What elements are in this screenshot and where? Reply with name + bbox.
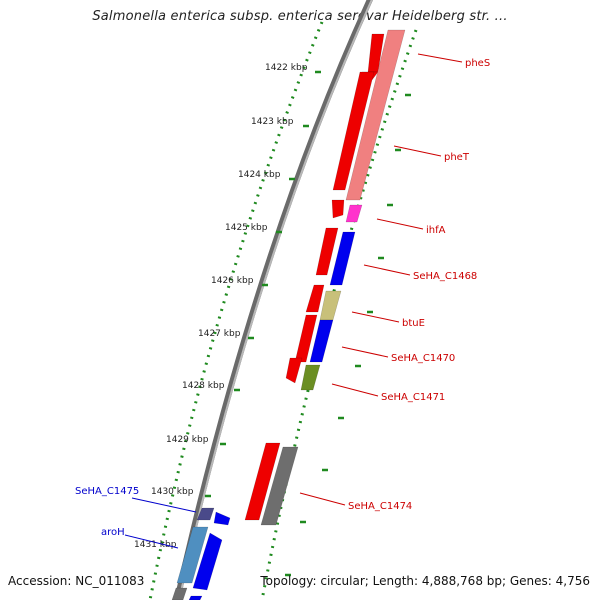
tick-ring-inner xyxy=(260,29,418,600)
tick-label: 1425 kbp xyxy=(225,223,268,233)
gene-label[interactable]: aroH xyxy=(101,527,125,538)
gene-label[interactable]: SeHA_C1474 xyxy=(348,501,412,512)
genome-summary-label: Topology: circular; Length: 4,888,768 bp… xyxy=(260,574,590,588)
gene-partial-bottom-2 xyxy=(188,595,203,600)
gene-label[interactable]: SeHA_C1470 xyxy=(391,353,455,364)
gene-seha-c1475-arrow xyxy=(213,511,231,526)
gene-aroh xyxy=(176,526,209,584)
tick-label: 1424 kbp xyxy=(238,170,281,180)
tick-label: 1427 kbp xyxy=(198,329,241,339)
gene-label[interactable]: SeHA_C1475 xyxy=(75,486,139,497)
tick-label: 1429 kbp xyxy=(166,435,209,445)
gene-label[interactable]: pheT xyxy=(444,152,470,163)
gene-ihfa xyxy=(331,199,345,219)
gene-label[interactable]: SeHA_C1471 xyxy=(381,392,445,403)
gene-label-leader xyxy=(393,145,442,157)
gene-phet-strand xyxy=(345,29,406,201)
tick-label: 1422 kbp xyxy=(265,63,308,73)
gene-label-leader xyxy=(124,534,179,549)
tick-label: 1426 kbp xyxy=(211,276,254,286)
gene-label[interactable]: pheS xyxy=(465,58,490,69)
tick-label: 1428 kbp xyxy=(182,381,225,391)
tick-ring-outer xyxy=(148,21,324,600)
gene-label-leader xyxy=(341,346,389,358)
gene-seha-c1468-b xyxy=(329,231,356,286)
gene-label-leader xyxy=(376,218,424,230)
gene-btue xyxy=(319,290,342,321)
map-title: Salmonella enterica subsp. enterica sero… xyxy=(92,9,508,24)
gene-label[interactable]: ihfA xyxy=(426,225,446,236)
tick-label: 1430 kbp xyxy=(151,487,194,497)
tick-label: 1423 kbp xyxy=(251,117,294,127)
backbone-arc xyxy=(174,0,374,600)
gene-label-leader xyxy=(351,311,400,323)
gene-label-leader xyxy=(131,497,197,513)
gene-label[interactable]: SeHA_C1468 xyxy=(413,271,477,282)
gene-btue-a xyxy=(305,284,325,313)
gene-aroh-strand xyxy=(192,532,223,591)
gene-seha-c1474 xyxy=(260,446,299,526)
gene-seha-c1475 xyxy=(196,507,215,521)
gene-label[interactable]: btuE xyxy=(402,318,425,329)
gene-seha-c1471-a xyxy=(285,357,303,384)
gene-ihfa-strand xyxy=(345,204,363,223)
accession-label: Accession: NC_011083 xyxy=(8,574,145,588)
gene-partial-bottom xyxy=(171,587,188,600)
gene-label-leader xyxy=(417,53,463,63)
gene-seha-c1468-a xyxy=(315,227,339,276)
gene-seha-c1471 xyxy=(300,364,321,391)
tick-label: 1431 kbp xyxy=(134,540,177,550)
gene-seha-c1470 xyxy=(309,319,334,363)
gene-label-leader xyxy=(363,264,411,276)
gene-label-leader xyxy=(299,492,346,506)
gene-seha-c1470-a xyxy=(294,314,318,363)
backbone-highlight xyxy=(178,0,373,600)
gene-phet xyxy=(332,71,375,191)
gene-label-leader xyxy=(331,383,379,397)
gene-seha-c1474-a xyxy=(244,442,281,521)
